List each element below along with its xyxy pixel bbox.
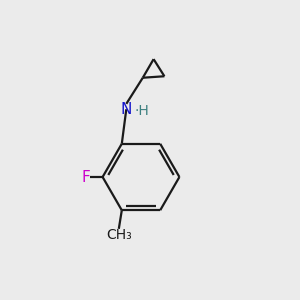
Text: F: F: [82, 169, 91, 184]
Text: N: N: [121, 102, 132, 117]
Text: CH₃: CH₃: [106, 228, 132, 242]
Text: ·H: ·H: [134, 104, 149, 118]
